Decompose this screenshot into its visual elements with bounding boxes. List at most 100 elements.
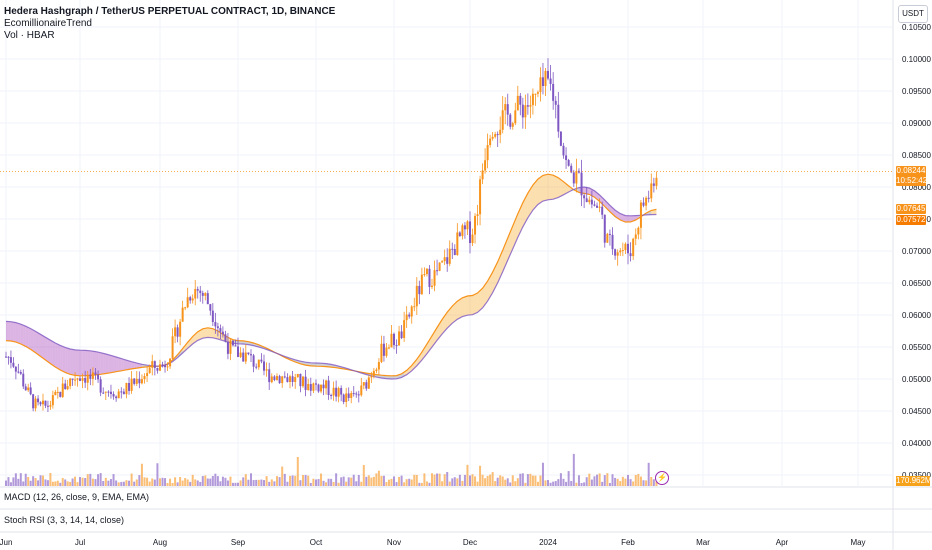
candle-body <box>244 352 247 362</box>
candle-body <box>19 372 22 374</box>
volume-bar <box>209 478 212 486</box>
candle-body <box>541 77 544 87</box>
candle-body <box>151 361 154 368</box>
cloud-segment <box>457 299 460 320</box>
volume-bar <box>431 473 433 486</box>
candle-body <box>296 373 299 378</box>
stoch-pane-label[interactable]: Stoch RSI (3, 3, 14, 14, close) <box>4 515 125 525</box>
volume-bar <box>627 474 629 486</box>
indicator-label[interactable]: EcomillionaireTrend <box>4 18 92 29</box>
cloud-segment <box>447 309 450 329</box>
candle-body <box>263 361 265 371</box>
candle-body <box>588 199 591 203</box>
candle-body <box>260 359 263 362</box>
candle-body <box>278 376 281 384</box>
volume-bar <box>327 478 330 486</box>
candle-body <box>619 250 622 253</box>
candle-body <box>196 289 199 291</box>
candle-body <box>616 252 619 256</box>
candle-body <box>438 262 441 271</box>
volume-bar <box>49 472 52 486</box>
candle-body <box>481 170 484 180</box>
x-tick-label: Sep <box>231 538 246 547</box>
candle-body <box>420 274 423 295</box>
cloud-segment <box>210 328 213 338</box>
cloud-segment <box>532 181 536 211</box>
candle-body <box>466 221 469 230</box>
cloud-segment <box>495 261 498 288</box>
volume-bar <box>448 481 451 486</box>
cloud-segment <box>110 355 114 373</box>
volume-bar <box>199 481 202 486</box>
volume-bar <box>237 482 239 486</box>
volume-bar <box>37 480 40 486</box>
cloud-segment <box>217 331 221 340</box>
candle-body <box>385 347 388 356</box>
volume-bar <box>32 476 35 486</box>
candle-body <box>128 383 131 391</box>
candle-body <box>76 378 79 380</box>
candle-body <box>97 374 100 380</box>
volume-bar <box>161 477 164 486</box>
volume-bar <box>443 474 446 486</box>
volume-bar <box>466 464 469 486</box>
candle-body <box>286 377 289 382</box>
candle-body <box>270 376 273 383</box>
candle-body <box>61 383 64 397</box>
volume-bar <box>496 477 499 486</box>
cloud-segment <box>566 183 569 194</box>
cloud-segment <box>545 174 548 201</box>
candle-body <box>627 243 629 254</box>
volume-bar <box>536 481 539 486</box>
volume-bar <box>153 479 156 486</box>
volume-bar <box>621 476 624 486</box>
cloud-segment <box>121 358 124 371</box>
cloud-segment <box>123 359 127 371</box>
candle-body <box>380 343 383 363</box>
candle-body <box>418 285 421 295</box>
macd-pane-label[interactable]: MACD (12, 26, close, 9, EMA, EMA) <box>4 492 150 502</box>
volume-bar <box>214 473 217 486</box>
volume-bar <box>606 473 609 486</box>
volume-bar <box>451 478 454 486</box>
lightning-icon[interactable]: ⚡ <box>655 471 669 485</box>
candle-body <box>194 289 197 299</box>
volume-bar <box>234 482 237 486</box>
volume-bar <box>367 475 370 486</box>
volume-bar <box>151 478 154 486</box>
candle-body <box>642 202 645 206</box>
candle-body <box>536 92 539 94</box>
candle-body <box>357 394 360 396</box>
cloud-segment <box>30 328 34 352</box>
last-price-tag: 0.08244 10:52:42 <box>896 166 927 186</box>
cloud-segment <box>323 363 327 367</box>
currency-button[interactable]: USDT <box>898 5 928 23</box>
candle-body <box>51 395 54 406</box>
volume-bar <box>629 479 632 486</box>
volume-bar <box>9 482 12 486</box>
candle-body <box>499 129 502 135</box>
candle-body <box>624 243 627 251</box>
candle-body <box>652 183 655 186</box>
candle-body <box>74 379 77 381</box>
volume-bar <box>219 481 222 486</box>
volume-label[interactable]: Vol · HBAR <box>4 30 55 41</box>
volume-bar <box>54 481 57 486</box>
volume-bar <box>270 479 273 486</box>
cloud-segment <box>620 213 623 222</box>
volume-bar <box>567 471 570 486</box>
cloud-segment <box>212 328 216 339</box>
volume-bar <box>395 482 398 486</box>
candle-body <box>27 387 30 391</box>
cloud-segment <box>116 356 119 372</box>
cloud-segment <box>497 256 501 283</box>
volume-bar <box>501 476 504 486</box>
volume-bar <box>181 480 184 486</box>
volume-bar <box>526 474 529 486</box>
candle-body <box>140 379 143 384</box>
cloud-segment <box>20 324 24 346</box>
volume-bar <box>302 475 304 486</box>
volume-bar <box>418 482 421 486</box>
candle-body <box>382 343 385 356</box>
